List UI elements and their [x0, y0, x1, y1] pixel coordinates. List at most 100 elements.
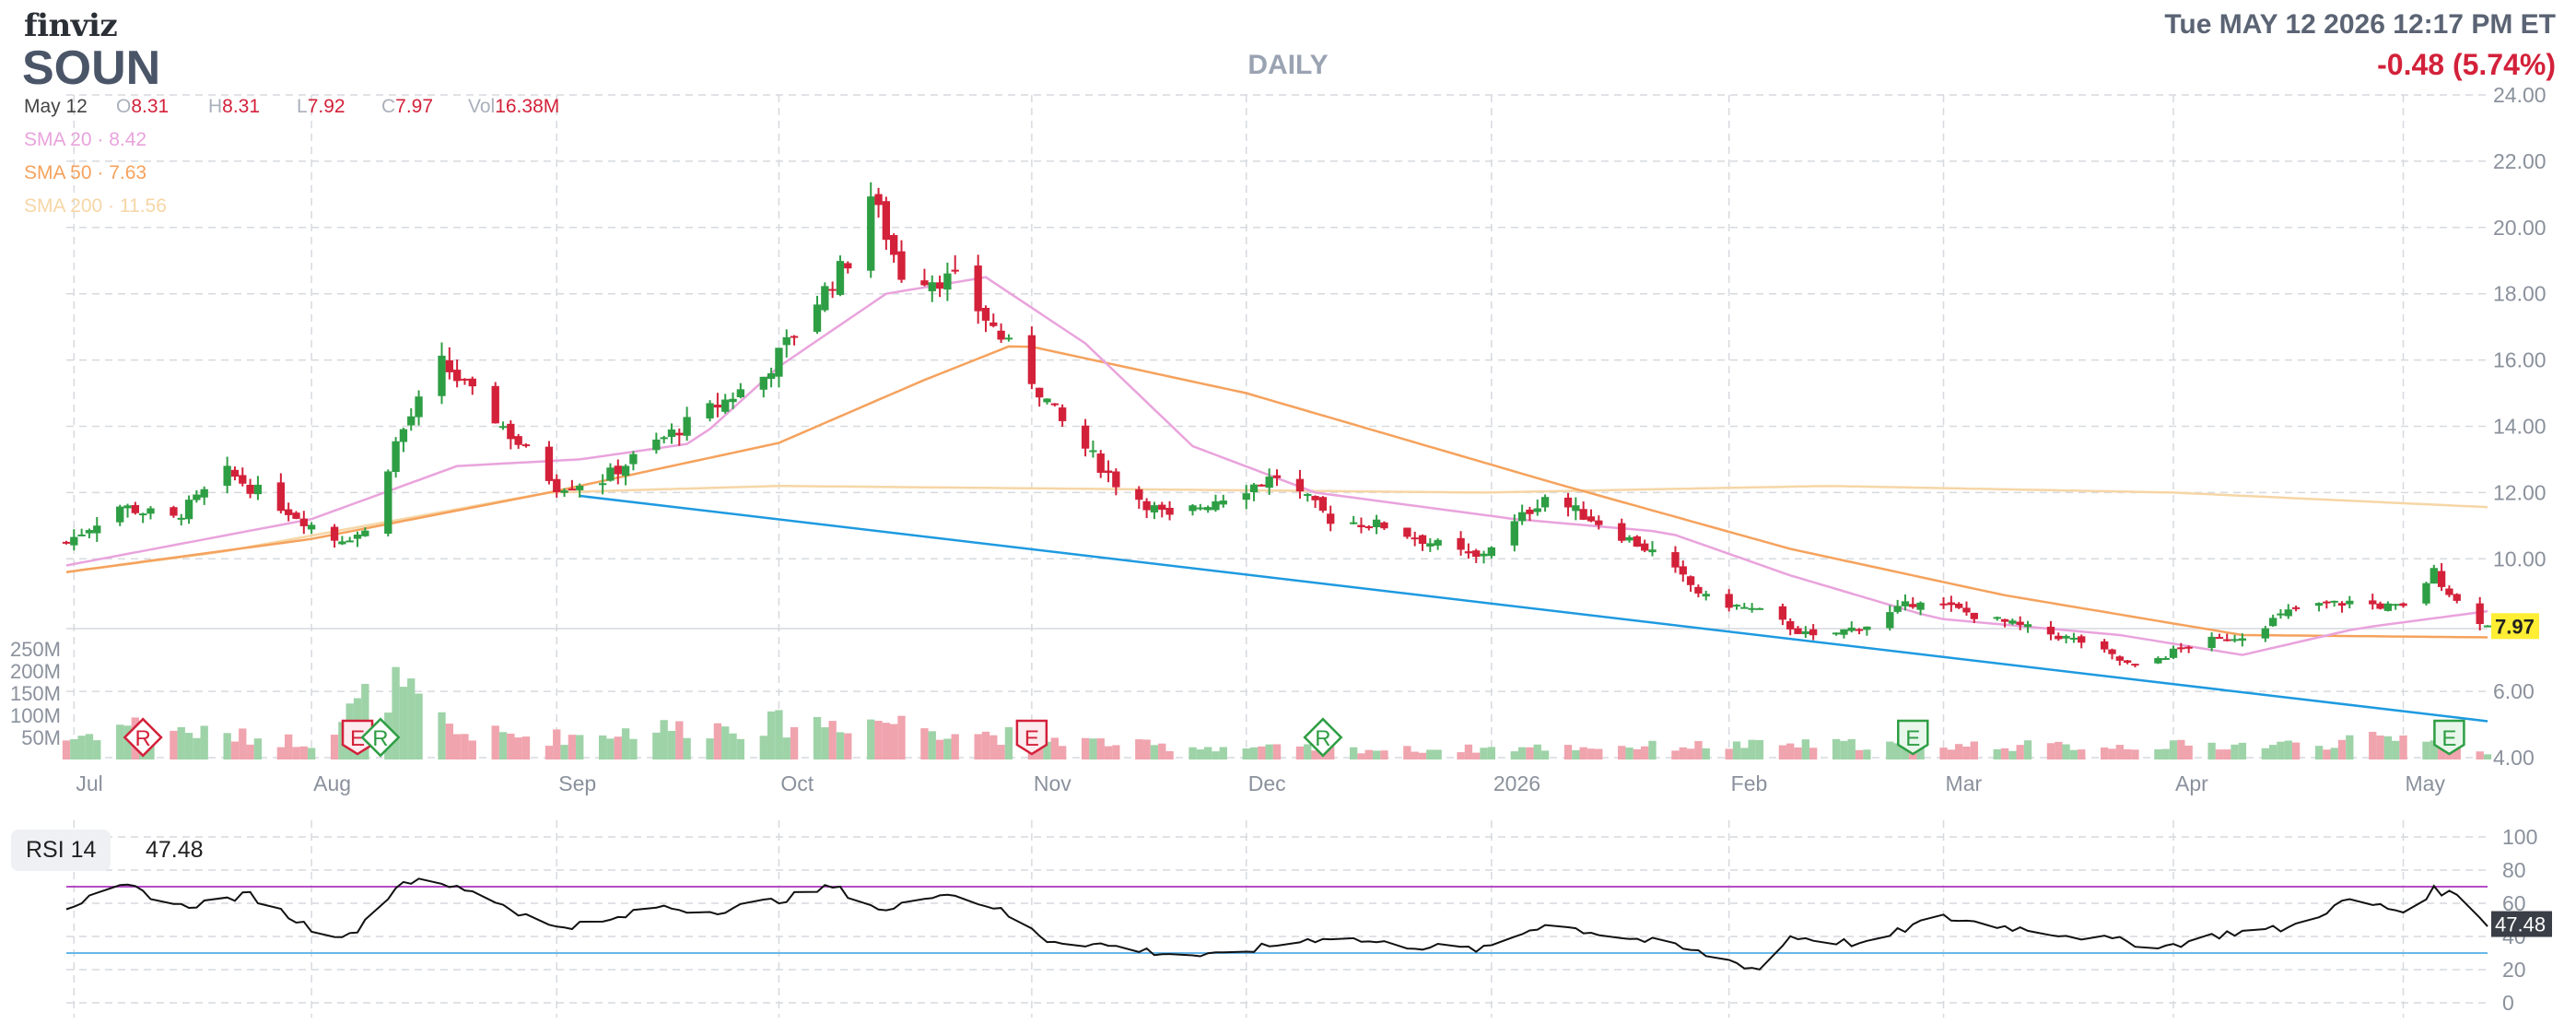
volume-bar [1587, 748, 1596, 759]
candle [836, 255, 845, 297]
earnings-marker[interactable]: E [1897, 719, 1929, 756]
volume-bar [223, 733, 231, 759]
candle-body [667, 429, 676, 438]
candle-body [568, 489, 577, 491]
candle [1572, 497, 1580, 521]
candle [1426, 537, 1434, 552]
volume-bar [116, 724, 124, 759]
candle [729, 392, 737, 409]
volume-bar [1196, 749, 1205, 759]
volume-bar [285, 734, 293, 759]
finviz-logo[interactable]: finviz [24, 7, 118, 44]
candle-body [2223, 639, 2231, 642]
candle-body [1418, 535, 1427, 545]
candle [239, 467, 247, 487]
candle-body [184, 500, 193, 520]
candle-body [2476, 603, 2484, 624]
candle-body [1648, 549, 1657, 553]
candle-body [415, 396, 423, 418]
candle [2445, 585, 2453, 597]
candle [943, 262, 952, 301]
candle [299, 511, 308, 535]
volume-bar [1563, 745, 1573, 759]
price-tick-label: 6.00 [2493, 679, 2535, 703]
candle-body [230, 469, 240, 477]
volume-bar [2069, 749, 2078, 759]
candle-body [629, 453, 638, 465]
candle [867, 182, 875, 278]
candle-body [1671, 552, 1680, 568]
candle [384, 469, 392, 536]
candle-body [2392, 604, 2400, 606]
volume-bar [652, 732, 661, 759]
candle-body [2323, 601, 2331, 604]
candle [2184, 645, 2193, 653]
marker-label: E [1905, 726, 1920, 751]
marker-label: E [2441, 726, 2456, 751]
earnings-marker[interactable]: E [341, 719, 374, 756]
candle-body [1694, 586, 1703, 594]
earnings-marker[interactable]: E [2433, 719, 2465, 756]
rating-marker[interactable]: R [360, 717, 401, 758]
candle-body [1732, 605, 1741, 607]
candle [553, 474, 561, 498]
candle [1840, 629, 1848, 639]
candle-body [1043, 398, 1051, 403]
volume-bar [713, 723, 722, 759]
volume-bar [1043, 741, 1051, 759]
candle [1947, 595, 1956, 612]
rsi-indicator-label[interactable]: RSI 14 [11, 830, 111, 871]
volume-bar [2161, 748, 2170, 759]
earnings-marker[interactable]: E [1015, 719, 1048, 756]
candle [2078, 634, 2086, 649]
candlesticks [62, 182, 2492, 668]
volume-bar [2330, 748, 2338, 759]
candle [307, 522, 316, 535]
rsi-tick-label: 20 [2502, 958, 2526, 982]
candle [1188, 504, 1197, 516]
candle [1625, 535, 1633, 543]
candle-body [1349, 522, 1358, 524]
volume-bar [521, 736, 531, 759]
candle-body [1840, 629, 1848, 635]
volume-bar [2108, 748, 2116, 759]
candle [461, 378, 469, 385]
candle [2337, 601, 2347, 613]
volume-bar [246, 744, 254, 759]
volume-bar [1633, 748, 1642, 759]
candle [1135, 486, 1143, 509]
candle [1434, 538, 1442, 550]
candle-body [2231, 639, 2239, 642]
candle [2123, 660, 2132, 665]
volume-bar [1304, 744, 1312, 759]
volume-bar [1686, 748, 1695, 759]
candle-body [1801, 630, 1810, 635]
last-price-label: 7.97 [2495, 615, 2535, 638]
candle-body [1004, 337, 1013, 340]
volume-bar [1641, 746, 1649, 759]
candle-body [2023, 624, 2032, 628]
rating-marker[interactable]: R [123, 717, 163, 758]
candle [767, 367, 776, 388]
candle-body [299, 518, 308, 526]
volume-bar [1135, 739, 1143, 759]
candle-body [1970, 612, 1978, 619]
rating-marker[interactable]: R [1303, 717, 1343, 758]
volume-bar [2261, 748, 2269, 759]
candle-body [2101, 641, 2109, 650]
volume-bar [1648, 740, 1657, 759]
candle-body [1916, 602, 1925, 610]
candle-body [721, 399, 730, 412]
candle [1740, 602, 1749, 609]
candle-body [246, 484, 254, 494]
volume-bar [1702, 748, 1710, 759]
volume-bar [675, 721, 684, 759]
candle [1411, 531, 1419, 547]
candle [1104, 460, 1113, 483]
volume-bar [498, 732, 508, 759]
candle-body [1434, 539, 1442, 546]
candle [184, 495, 193, 524]
volume-bar [2291, 742, 2301, 759]
price-tick-label: 22.00 [2493, 149, 2547, 173]
candle-body [498, 426, 508, 429]
